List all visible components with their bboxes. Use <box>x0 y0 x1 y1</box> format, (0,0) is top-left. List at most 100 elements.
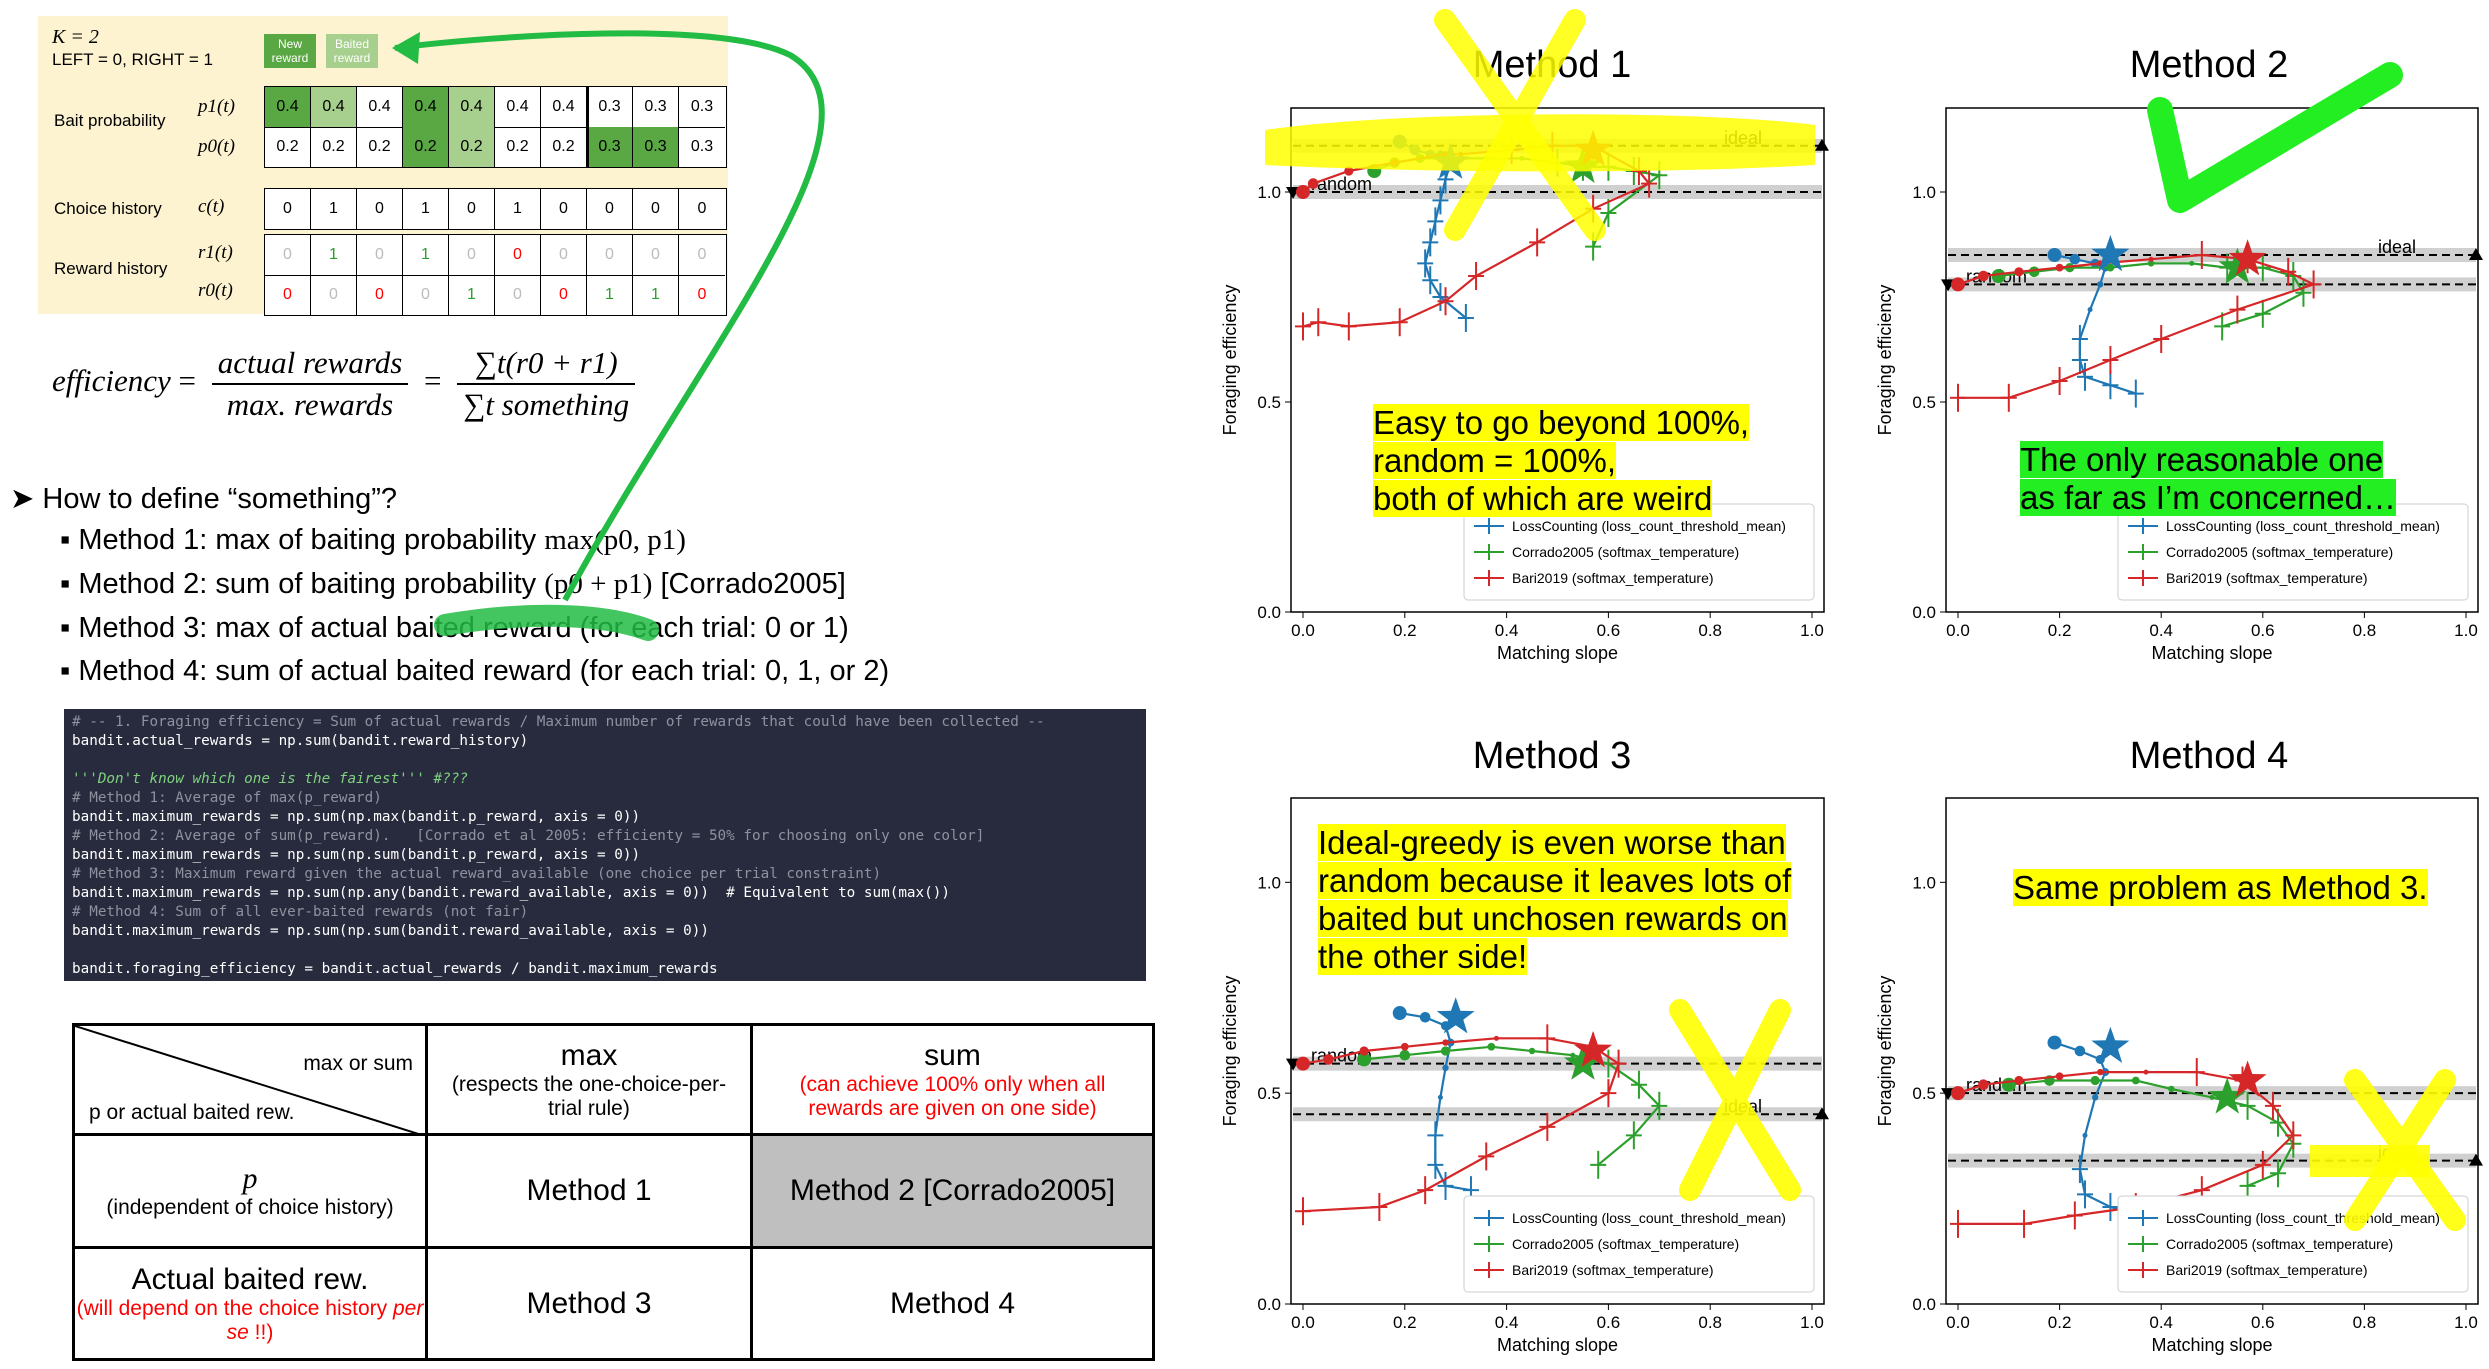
series-point <box>2090 1075 2100 1086</box>
grid-cell: 0.2 <box>265 127 311 167</box>
x-tick-label: 0.6 <box>1597 1313 1621 1332</box>
table-corner-cell: max or sum p or actual baited rew. <box>72 1023 428 1136</box>
series-line <box>1998 262 2305 328</box>
legend-entry: Corrado2005 (softmax_temperature) <box>1512 544 1739 560</box>
series-point <box>1296 185 1310 199</box>
series-point <box>1307 178 1319 189</box>
method-1-math: max(p0, p1) <box>544 524 686 556</box>
yellow-x-mark <box>1434 9 1606 241</box>
series-point <box>1400 1042 1409 1051</box>
corner-top-label: max or sum <box>303 1052 413 1075</box>
ideal-marker <box>1815 1107 1829 1120</box>
formula-lhs: efficiency <box>52 363 171 399</box>
series-point <box>1359 1046 1369 1056</box>
series-star <box>1574 1031 1613 1068</box>
choice-encoding-label: LEFT = 0, RIGHT = 1 <box>52 50 213 69</box>
y-tick-label: 1.0 <box>1257 183 1281 202</box>
grid-cell: 0 <box>449 235 495 275</box>
grid-cell: 0.2 <box>357 127 403 167</box>
x-tick-label: 0.8 <box>2353 1313 2377 1332</box>
grid-cell: 0.4 <box>357 87 403 127</box>
question-text: How to define “something”? <box>42 483 398 515</box>
grid-cell: 0 <box>265 189 311 229</box>
series-point <box>2069 253 2081 265</box>
grid-cell: 0 <box>633 235 679 275</box>
grid-cell: 1 <box>311 235 357 275</box>
symbol-p1: p1(t) <box>198 96 235 117</box>
bullet-method-4: ▪ Method 4: sum of actual baited reward … <box>60 655 890 687</box>
row-group-choice-history: Choice history <box>54 199 162 218</box>
legend-entry: LossCounting (loss_count_threshold_mean) <box>1512 518 1786 534</box>
yellow-x-mark-3 <box>1669 999 1801 1201</box>
code-line: bandit.maximum_rewards = np.sum(np.max(b… <box>72 809 641 825</box>
grid-cell: 0.2 <box>495 127 541 167</box>
green-check-icon <box>2147 62 2403 213</box>
series-point <box>2014 267 2024 277</box>
cell-method-4: Method 4 <box>750 1246 1155 1361</box>
x-tick-label: 0.6 <box>2251 1313 2275 1332</box>
series-star <box>2208 1077 2247 1114</box>
row-group-reward-history: Reward history <box>54 259 168 278</box>
x-tick-label: 0.6 <box>1597 621 1621 640</box>
row-header-actual: Actual baited rew. (will depend on the c… <box>72 1246 428 1361</box>
y-tick-label: 0.5 <box>1912 1084 1936 1103</box>
hline-label: random <box>1311 174 1372 194</box>
legend-entry: Corrado2005 (softmax_temperature) <box>1512 1236 1739 1252</box>
cell-method-2: Method 2 [Corrado2005] <box>750 1133 1155 1249</box>
legend-box <box>2117 1195 2469 1293</box>
green-underline-baited-reward <box>434 604 659 641</box>
series-point <box>2209 1094 2215 1100</box>
series-line <box>1399 1011 1472 1192</box>
legend-entry: LossCounting (loss_count_threshold_mean) <box>1512 1210 1786 1226</box>
grid-cell: 0 <box>633 189 679 229</box>
note-method-2: The only reasonable one as far as I’m con… <box>2020 441 2396 516</box>
formula-denominator-2: ∑t something <box>463 387 630 422</box>
series-point <box>2106 263 2115 272</box>
grid-cell: 0 <box>541 235 587 275</box>
y-axis-label: Foraging efficiency <box>1875 285 1895 436</box>
code-line: bandit.foraging_efficiency = bandit.actu… <box>72 961 718 977</box>
grid-cell: 0 <box>541 275 587 315</box>
code-block: # -- 1. Foraging efficiency = Sum of act… <box>64 709 1146 981</box>
ideal-marker <box>1815 138 1829 151</box>
grid-cell: 0.3 <box>587 127 633 167</box>
grid-cell: 0.2 <box>311 127 357 167</box>
y-axis-label: Foraging efficiency <box>1220 285 1240 436</box>
method-4-text: Method 4: sum of actual baited reward (f… <box>78 655 890 687</box>
green-arrowhead-icon <box>392 32 420 64</box>
legend-entry: LossCounting (loss_count_threshold_mean) <box>2166 1210 2440 1226</box>
y-axis-label: Foraging efficiency <box>1875 976 1895 1127</box>
x-axis-label: Matching slope <box>2151 643 2272 663</box>
grid-cell: 0.4 <box>265 87 311 127</box>
handwritten-annotations <box>392 9 2466 1231</box>
corner-diagonal <box>75 1026 425 1136</box>
grid-cell: 0.3 <box>690 138 714 155</box>
x-tick-label: 0.4 <box>1495 1313 1519 1332</box>
grid-cell: 0.4 <box>403 87 449 127</box>
series-point <box>1442 1064 1449 1072</box>
grid-cell: 0.3 <box>633 87 679 127</box>
grid-cell: 0 <box>587 189 633 229</box>
formula-numerator-2: ∑t(r0 + r1) <box>457 345 636 385</box>
grid-cell: 1 <box>403 235 449 275</box>
bullet-question: ➤ How to define “something”? <box>10 481 397 516</box>
grid-cell: 0 <box>495 235 541 275</box>
series-point <box>2131 1076 2140 1085</box>
series-point <box>1399 1049 1411 1061</box>
col-header-max: max (respects the one-choice-per-trial r… <box>425 1023 753 1136</box>
x-tick-label: 0.4 <box>1495 621 1519 640</box>
legend-baited-reward: Baited reward <box>326 34 378 68</box>
row-p-title: p <box>242 1162 258 1195</box>
code-line: bandit.maximum_rewards = np.sum(np.sum(b… <box>72 923 709 939</box>
x-tick-label: 0.2 <box>1393 621 1417 640</box>
grid-cell: 0.2 <box>449 127 495 167</box>
col-sum-title: sum <box>924 1038 981 1072</box>
x-tick-label: 0.8 <box>2353 621 2377 640</box>
bullet-method-2: ▪ Method 2: sum of baiting probability (… <box>60 568 846 600</box>
method-summary-table: max or sum p or actual baited rew. max (… <box>72 1023 1155 1361</box>
x-tick-label: 0.2 <box>1393 1313 1417 1332</box>
code-line: bandit.actual_rewards = np.sum(bandit.re… <box>72 733 529 749</box>
series-point <box>1419 1011 1431 1023</box>
grid-cell: 1 <box>633 275 679 315</box>
